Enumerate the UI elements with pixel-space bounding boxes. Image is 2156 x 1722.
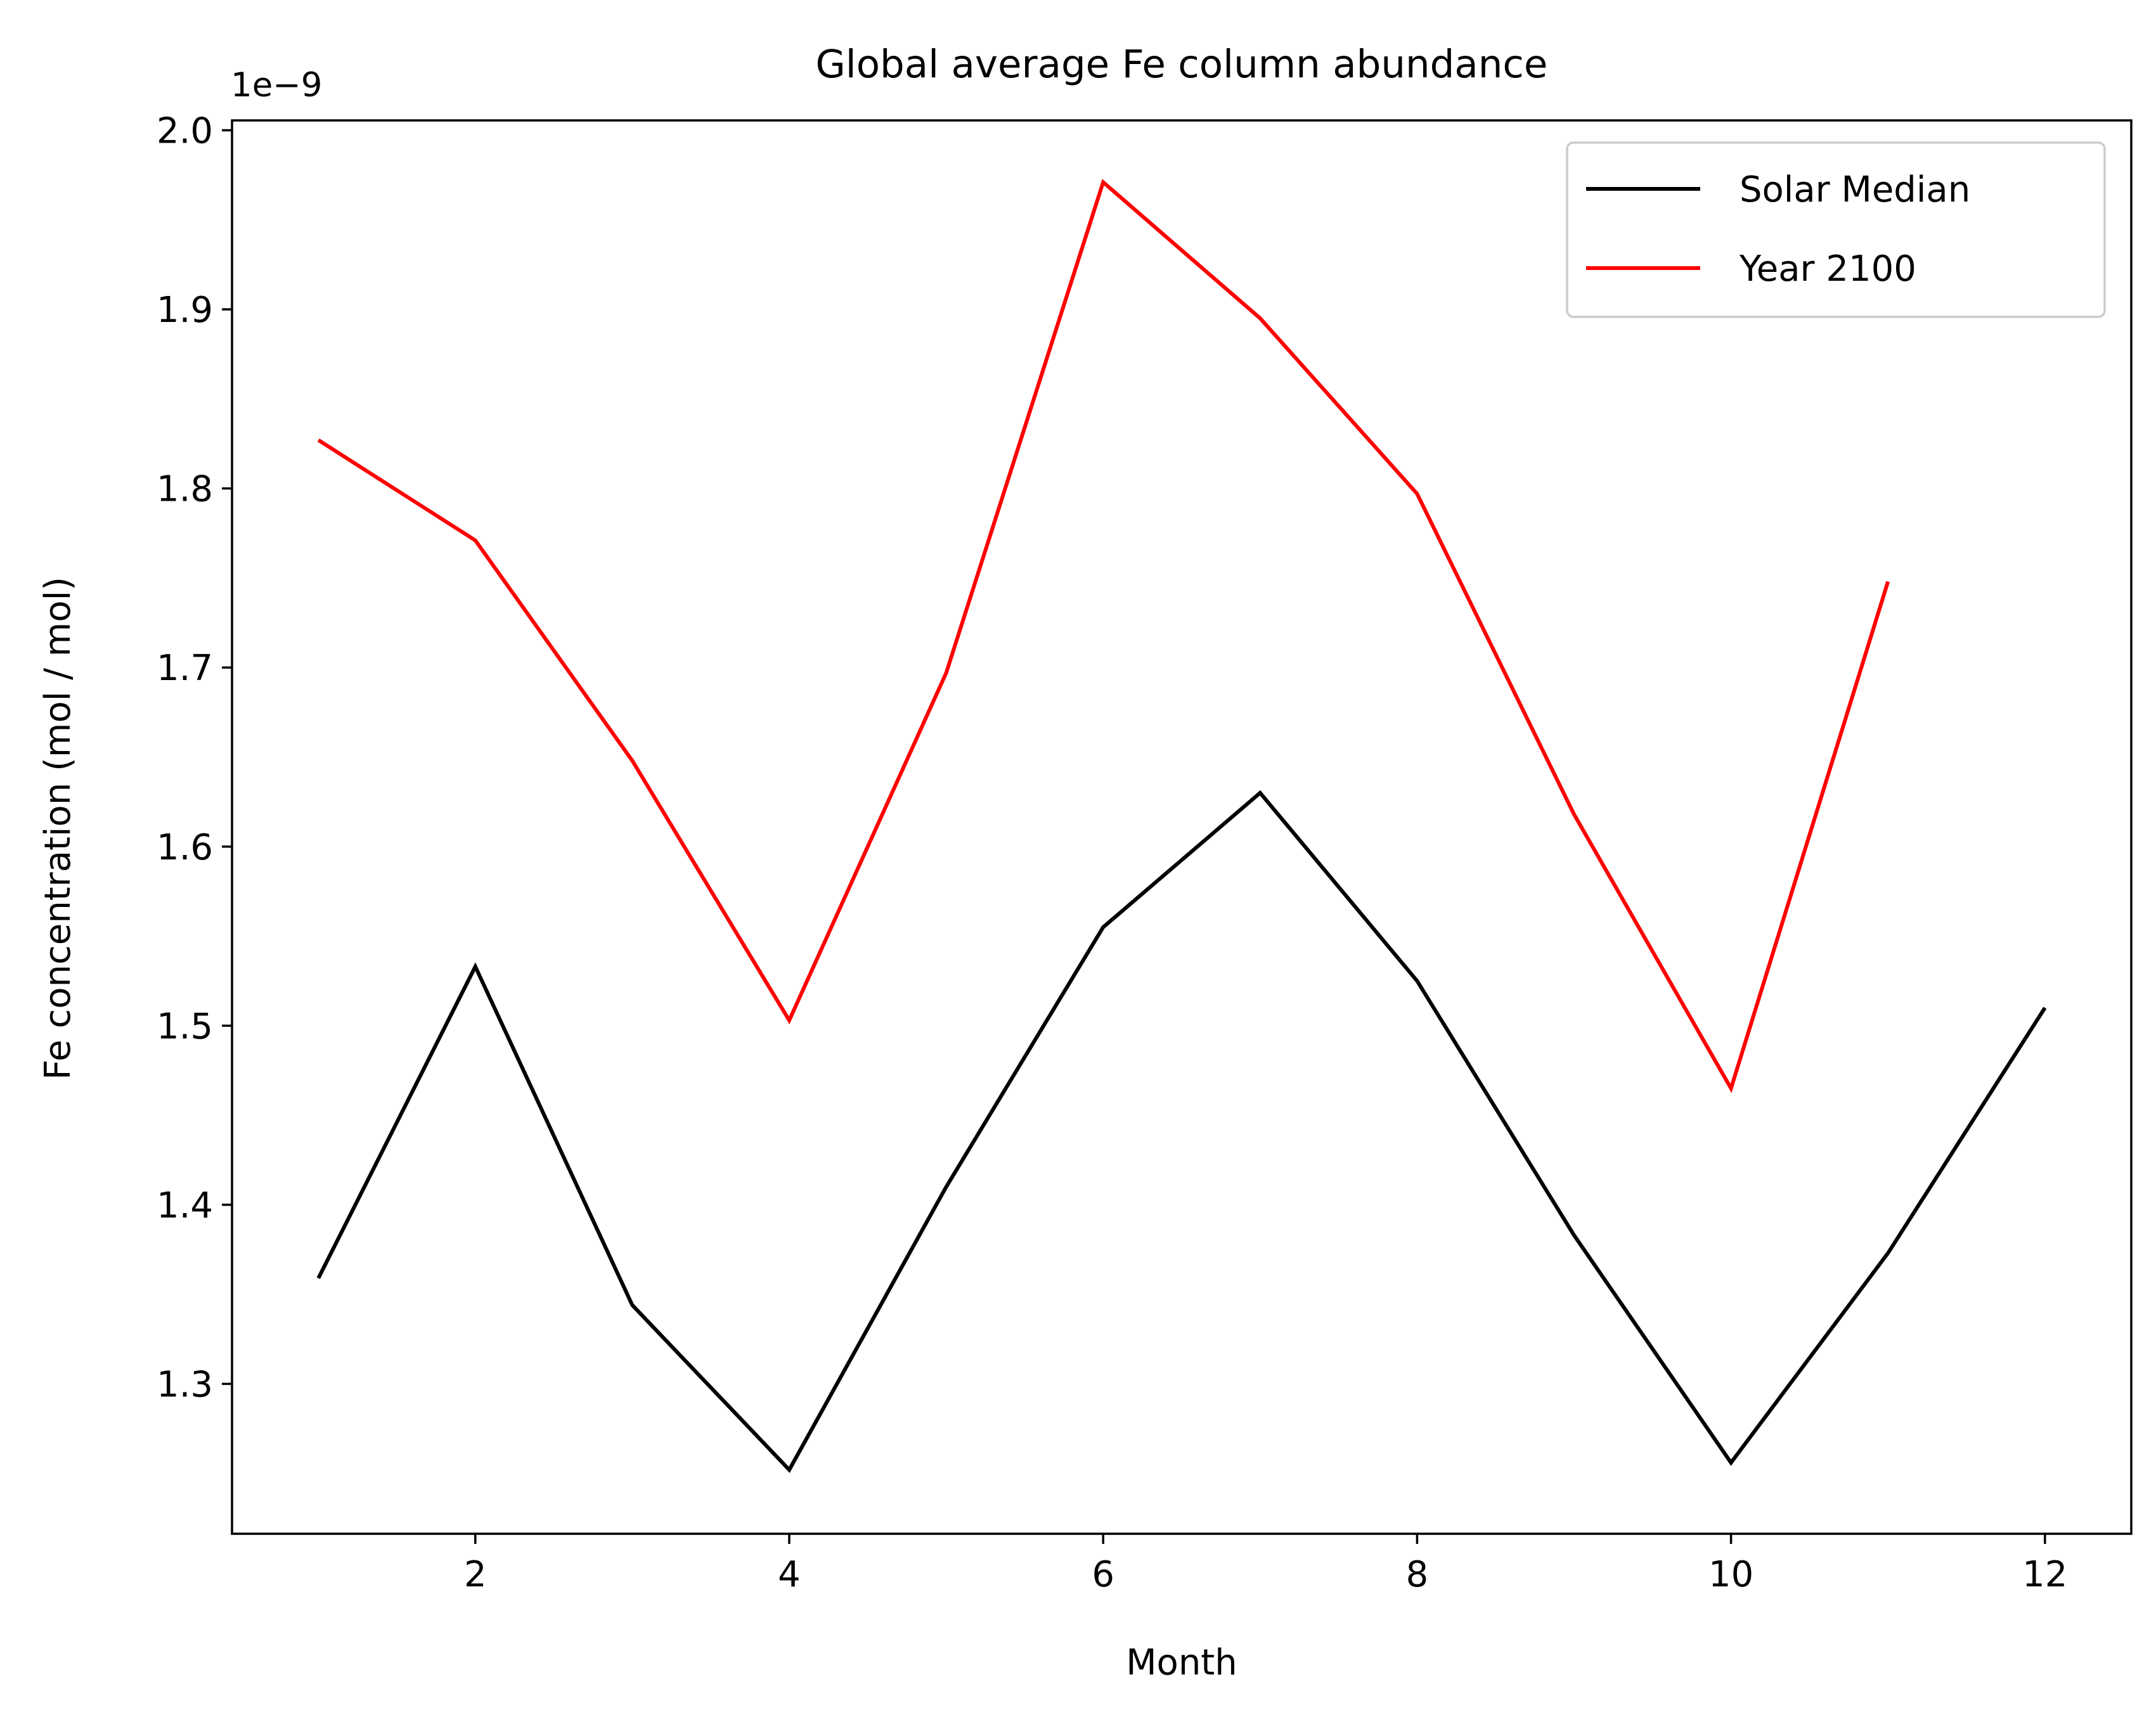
y-axis-offset-label: 1e−9 [231, 66, 322, 105]
y-tick-label: 1.3 [157, 1364, 213, 1405]
legend-label-0: Solar Median [1740, 169, 1970, 210]
y-axis: 1.3 1.4 1.5 1.6 1.7 1.8 1.9 2.0 [157, 111, 232, 1405]
x-tick-label: 4 [778, 1554, 801, 1595]
y-tick-label: 1.8 [157, 469, 213, 510]
x-tick-label: 10 [1708, 1554, 1753, 1595]
axes-frame [231, 119, 2133, 1535]
y-axis-label: Fe concentration (mol / mol) [37, 577, 79, 1080]
x-tick-label: 12 [2022, 1554, 2067, 1595]
plot-area [231, 119, 2133, 1535]
series-line-1 [317, 179, 1890, 1093]
x-tick-label: 6 [1092, 1554, 1114, 1595]
y-tick-label: 1.4 [157, 1185, 213, 1226]
y-tick-label: 1.9 [157, 290, 213, 331]
x-axis-label: Month [1126, 1642, 1237, 1683]
chart-title: Global average Fe column abundance [816, 42, 1548, 87]
x-tick-label: 8 [1406, 1554, 1429, 1595]
legend-frame [1566, 141, 2106, 318]
y-tick-label: 1.5 [157, 1006, 213, 1047]
x-tick-label: 2 [464, 1554, 487, 1595]
y-tick-label: 2.0 [157, 111, 213, 152]
y-tick-label: 1.7 [157, 648, 213, 689]
legend-label-1: Year 2100 [1739, 248, 1916, 290]
x-axis: 2 4 6 8 10 12 [464, 1534, 2067, 1595]
y-tick-label: 1.6 [157, 827, 213, 868]
legend: Solar Median Year 2100 [1566, 141, 2106, 318]
series-line-0 [316, 790, 2047, 1474]
